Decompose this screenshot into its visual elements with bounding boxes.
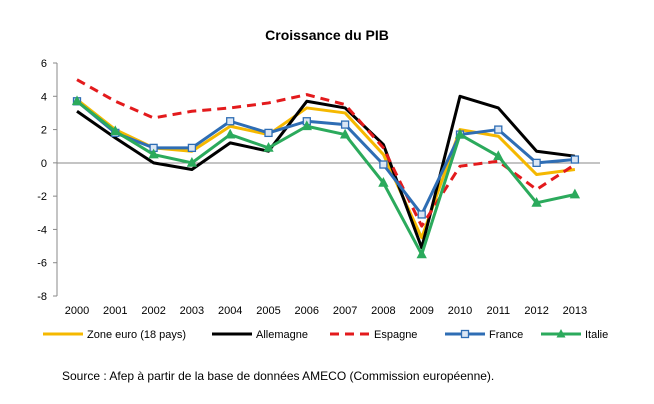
y-axis-ticks: 6 4 2 0 -2 -4 -6 -8 [37, 58, 57, 303]
legend-item: France [445, 329, 523, 341]
y-tick-label: -8 [37, 291, 47, 303]
data-point [186, 157, 198, 167]
series-zone [76, 98, 576, 240]
data-point [264, 128, 273, 138]
x-tick-label: 2012 [524, 305, 548, 317]
x-tick-label: 2011 [486, 305, 510, 317]
x-tick-label: 2007 [333, 305, 357, 317]
data-point [226, 117, 235, 126]
data-point [148, 148, 159, 159]
y-tick-label: 6 [41, 58, 47, 70]
legend-item: Espagne [330, 329, 417, 341]
data-point [454, 128, 466, 139]
x-tick-label: 2002 [141, 305, 165, 317]
x-tick-label: 2001 [103, 305, 127, 317]
series-allemagne [76, 94, 576, 250]
series-line [76, 94, 576, 250]
data-point [110, 125, 121, 136]
x-tick-label: 2006 [295, 305, 319, 317]
x-tick-label: 2009 [409, 305, 433, 317]
series-layer [71, 78, 581, 259]
data-point [301, 120, 312, 131]
chart-title: Croissance du PIB [265, 27, 389, 43]
series-italie [71, 95, 581, 259]
y-tick-label: -6 [37, 258, 47, 270]
source-note: Source : Afep à partir de la base de don… [62, 369, 495, 383]
data-point [570, 155, 580, 164]
series-line [76, 78, 576, 228]
data-point [494, 125, 503, 134]
data-point [532, 158, 541, 168]
data-point [378, 176, 389, 187]
y-tick-label: -4 [37, 224, 47, 236]
x-tick-label: 2004 [218, 305, 242, 317]
y-tick-label: 2 [41, 125, 47, 137]
data-point [379, 160, 388, 169]
data-point [493, 150, 504, 161]
x-tick-label: 2000 [65, 305, 89, 317]
data-point [339, 128, 351, 139]
legend-label: France [489, 329, 523, 341]
y-tick-label: 0 [41, 158, 47, 170]
legend-item: Allemagne [212, 329, 308, 341]
legend-marker [460, 329, 470, 339]
series-line [76, 98, 576, 240]
legend-item: Zone euro (18 pays) [43, 329, 186, 341]
legend-item: Italie [541, 329, 608, 341]
data-point [71, 95, 83, 106]
legend-marker [556, 329, 566, 338]
data-point [340, 120, 350, 129]
x-tick-label: 2005 [256, 305, 280, 317]
legend: Zone euro (18 pays) Allemagne Espagne Franc… [43, 329, 608, 341]
series-espagne [76, 78, 576, 228]
data-point [416, 248, 427, 259]
x-tick-label: 2003 [180, 305, 204, 317]
data-point [263, 142, 274, 152]
legend-label: Allemagne [256, 329, 308, 341]
x-tick-label: 2013 [563, 305, 587, 317]
series-line [76, 100, 576, 216]
y-tick-label: 4 [41, 91, 47, 103]
x-axis-ticks: 2000 2001 2002 2003 2004 2005 2006 2007 2008 2009… [65, 305, 587, 317]
data-point [569, 188, 581, 199]
data-point [225, 128, 236, 139]
x-tick-label: 2008 [371, 305, 395, 317]
y-tick-label: -2 [37, 191, 47, 203]
x-tick-label: 2010 [448, 305, 472, 317]
data-point [417, 210, 426, 219]
data-point [187, 143, 197, 153]
legend-label: Italie [585, 329, 608, 341]
legend-label: Espagne [374, 329, 417, 341]
series-line [76, 100, 576, 256]
data-point [531, 196, 542, 207]
legend-label: Zone euro (18 pays) [87, 329, 186, 341]
